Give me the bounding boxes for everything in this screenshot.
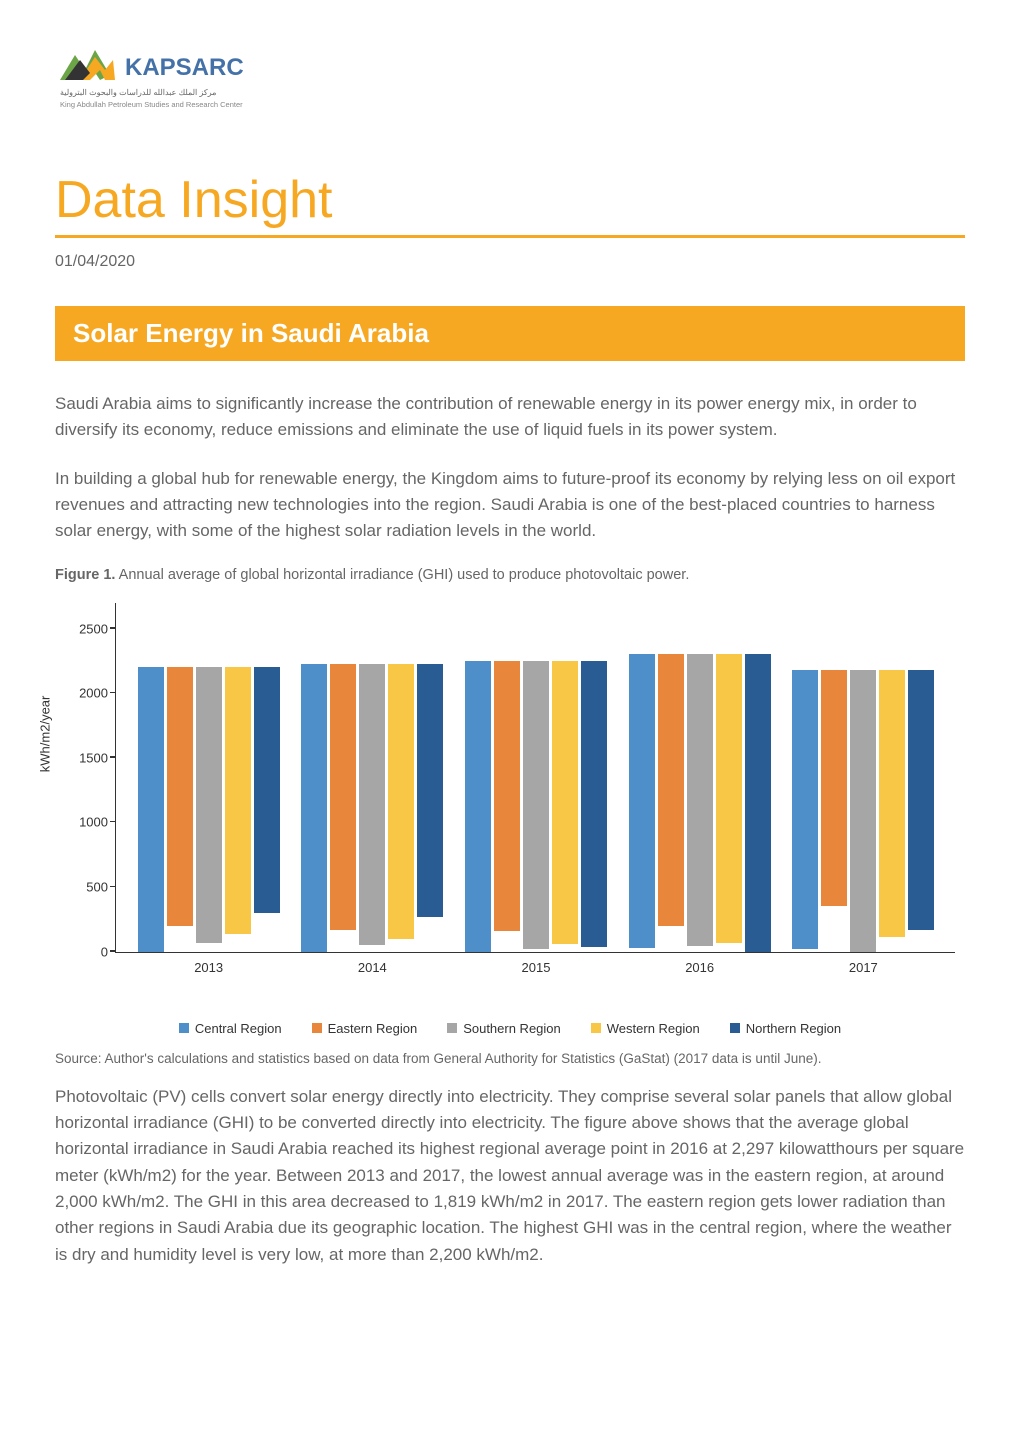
figure-caption: Figure 1. Annual average of global horiz… xyxy=(55,567,965,583)
bar xyxy=(417,664,443,917)
ghi-bar-chart: kWh/m2/year 0500100015002000250020132014… xyxy=(55,593,965,1013)
legend-label: Eastern Region xyxy=(328,1021,418,1036)
body-paragraph-3: Photovoltaic (PV) cells convert solar en… xyxy=(55,1084,965,1268)
legend-item: Central Region xyxy=(179,1021,282,1036)
figure-source: Source: Author's calculations and statis… xyxy=(55,1051,965,1066)
legend-item: Southern Region xyxy=(447,1021,561,1036)
chart-plot-area: 0500100015002000250020132014201520162017 xyxy=(115,603,955,953)
bar xyxy=(552,661,578,944)
bar xyxy=(850,670,876,951)
bar xyxy=(908,670,934,929)
subtitle-bar: Solar Energy in Saudi Arabia xyxy=(55,306,965,361)
y-tick-mark xyxy=(110,950,116,952)
x-tick-label: 2016 xyxy=(685,960,714,975)
kapsarc-logo: KAPSARC مركز الملك عبدالله للدراسات والب… xyxy=(55,45,335,115)
legend-item: Western Region xyxy=(591,1021,700,1036)
bar xyxy=(388,664,414,939)
x-tick-label: 2014 xyxy=(358,960,387,975)
legend-label: Central Region xyxy=(195,1021,282,1036)
legend-label: Northern Region xyxy=(746,1021,841,1036)
bar xyxy=(658,654,684,926)
bar-group xyxy=(301,664,443,952)
x-tick-label: 2015 xyxy=(522,960,551,975)
bar xyxy=(523,661,549,949)
legend-swatch xyxy=(730,1023,740,1033)
bar xyxy=(359,664,385,945)
bar xyxy=(629,654,655,948)
legend-swatch xyxy=(312,1023,322,1033)
page-title: Data Insight xyxy=(55,170,965,238)
logo-arabic-text: مركز الملك عبدالله للدراسات والبحوث البت… xyxy=(60,88,216,97)
y-tick-label: 2000 xyxy=(79,686,108,701)
y-tick-label: 1500 xyxy=(79,750,108,765)
bar-group xyxy=(629,654,771,952)
bar-group xyxy=(138,667,280,952)
bar xyxy=(745,654,771,952)
legend-swatch xyxy=(447,1023,457,1033)
legend-label: Southern Region xyxy=(463,1021,561,1036)
y-axis-label: kWh/m2/year xyxy=(38,695,53,772)
bar xyxy=(879,670,905,937)
y-tick-label: 1000 xyxy=(79,815,108,830)
legend-item: Eastern Region xyxy=(312,1021,418,1036)
intro-paragraph-1: Saudi Arabia aims to significantly incre… xyxy=(55,391,965,444)
y-tick-label: 0 xyxy=(101,944,108,959)
bar xyxy=(716,654,742,943)
y-tick-mark xyxy=(110,756,116,758)
y-tick-label: 2500 xyxy=(79,621,108,636)
logo-brand-text: KAPSARC xyxy=(125,54,244,81)
bar xyxy=(301,664,327,952)
bar xyxy=(821,670,847,906)
article-subtitle: Solar Energy in Saudi Arabia xyxy=(73,318,947,349)
y-tick-mark xyxy=(110,821,116,823)
x-tick-label: 2017 xyxy=(849,960,878,975)
publication-date: 01/04/2020 xyxy=(55,253,965,271)
bar xyxy=(254,667,280,913)
logo: KAPSARC مركز الملك عبدالله للدراسات والب… xyxy=(55,45,965,120)
bar-group xyxy=(465,661,607,951)
y-tick-mark xyxy=(110,886,116,888)
legend-swatch xyxy=(591,1023,601,1033)
bar xyxy=(225,667,251,934)
intro-paragraph-2: In building a global hub for renewable e… xyxy=(55,466,965,545)
legend-label: Western Region xyxy=(607,1021,700,1036)
legend-item: Northern Region xyxy=(730,1021,841,1036)
y-tick-mark xyxy=(110,627,116,629)
bar-group xyxy=(792,670,934,951)
legend-swatch xyxy=(179,1023,189,1033)
bar xyxy=(196,667,222,943)
bar xyxy=(581,661,607,946)
bar xyxy=(687,654,713,946)
chart-legend: Central Region Eastern Region Southern Reg… xyxy=(55,1021,965,1036)
y-tick-mark xyxy=(110,692,116,694)
bar xyxy=(494,661,520,931)
bar xyxy=(330,664,356,930)
logo-subtitle-text: King Abdullah Petroleum Studies and Rese… xyxy=(60,100,243,109)
bar xyxy=(138,667,164,952)
bar xyxy=(465,661,491,951)
bar xyxy=(167,667,193,926)
bar xyxy=(792,670,818,949)
figure-label: Figure 1. xyxy=(55,567,115,583)
y-tick-label: 500 xyxy=(86,880,108,895)
figure-caption-text: Annual average of global horizontal irra… xyxy=(115,567,689,583)
x-tick-label: 2013 xyxy=(194,960,223,975)
